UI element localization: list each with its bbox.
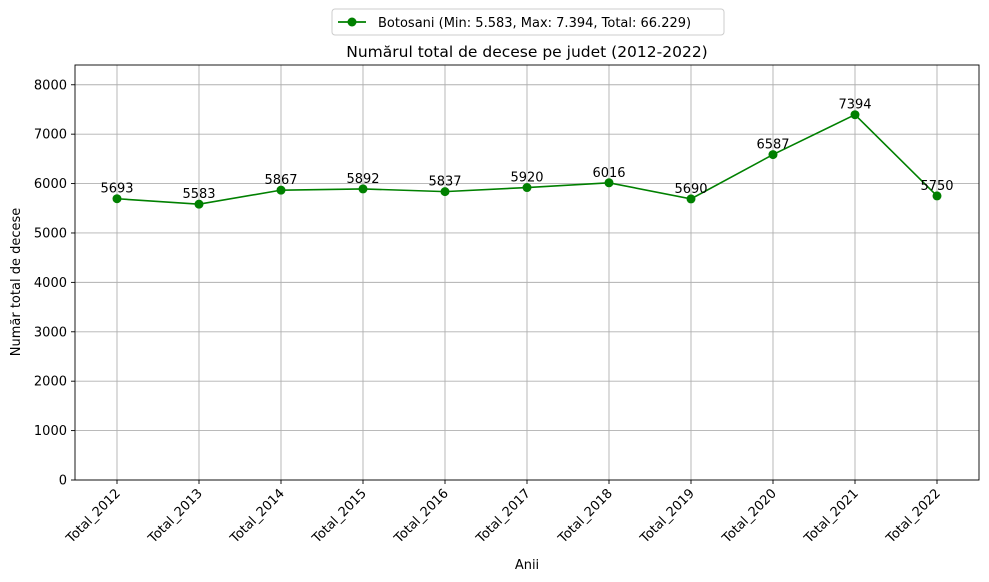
data-point bbox=[358, 184, 368, 194]
y-tick-label: 1000 bbox=[34, 424, 67, 439]
data-label: 5690 bbox=[674, 182, 707, 197]
data-point bbox=[932, 191, 942, 201]
y-tick-label: 3000 bbox=[34, 325, 67, 340]
x-tick-label: Total_2016 bbox=[391, 486, 452, 547]
series-group bbox=[112, 110, 942, 209]
data-point bbox=[522, 183, 532, 193]
data-point bbox=[440, 187, 450, 197]
data-label: 5583 bbox=[182, 187, 215, 202]
data-label: 5837 bbox=[428, 175, 461, 190]
y-axis-title: Număr total de decese bbox=[9, 208, 24, 356]
y-tick-label: 4000 bbox=[34, 276, 67, 291]
y-tick-label: 8000 bbox=[34, 78, 67, 93]
x-tick-label: Total_2021 bbox=[801, 486, 862, 547]
x-tick-label: Total_2018 bbox=[555, 486, 616, 547]
data-point bbox=[194, 199, 204, 209]
x-tick-label: Total_2022 bbox=[883, 486, 944, 547]
chart-title: Numărul total de decese pe judet (2012-2… bbox=[346, 43, 707, 61]
data-point bbox=[112, 194, 122, 204]
data-label: 6016 bbox=[592, 166, 625, 181]
data-labels: 5693 5583 5867 5892 5837 5920 6016 5690 6587 7394… bbox=[100, 98, 953, 202]
data-point bbox=[850, 110, 860, 120]
data-point bbox=[686, 194, 696, 204]
x-tick-label: Total_2017 bbox=[473, 486, 534, 547]
data-label: 5920 bbox=[510, 171, 543, 186]
x-axis-title: Anii bbox=[515, 558, 539, 573]
x-tick-label: Total_2013 bbox=[145, 486, 206, 547]
x-tick-label: Total_2020 bbox=[719, 486, 780, 547]
y-tick-label: 6000 bbox=[34, 177, 67, 192]
legend: Botosani (Min: 5.583, Max: 7.394, Total:… bbox=[331, 8, 725, 36]
data-label: 7394 bbox=[838, 98, 871, 113]
legend-marker-swatch bbox=[347, 17, 357, 27]
x-tick-label: Total_2019 bbox=[637, 486, 698, 547]
legend-box bbox=[331, 8, 725, 36]
data-label: 5693 bbox=[100, 182, 133, 197]
x-tick-label: Total_2014 bbox=[227, 486, 288, 547]
y-tick-label: 2000 bbox=[34, 375, 67, 390]
data-point bbox=[768, 150, 778, 160]
data-point bbox=[604, 178, 614, 188]
y-tick-label: 7000 bbox=[34, 128, 67, 143]
data-label: 6587 bbox=[756, 138, 789, 153]
x-tick-label: Total_2015 bbox=[309, 486, 370, 547]
data-label: 5892 bbox=[346, 172, 379, 187]
grid-lines bbox=[75, 65, 979, 481]
y-axis: 0 1000 2000 3000 4000 5000 6000 7000 8000 bbox=[34, 78, 75, 489]
x-tick-label: Total_2012 bbox=[63, 486, 124, 547]
data-label: 5750 bbox=[920, 179, 953, 194]
y-tick-label: 5000 bbox=[34, 226, 67, 241]
data-point bbox=[276, 185, 286, 195]
data-label: 5867 bbox=[264, 173, 297, 188]
y-tick-label: 0 bbox=[59, 474, 67, 489]
legend-label: Botosani (Min: 5.583, Max: 7.394, Total:… bbox=[378, 16, 691, 31]
x-axis: Total_2012 Total_2013 Total_2014 Total_2015… bbox=[63, 480, 944, 547]
